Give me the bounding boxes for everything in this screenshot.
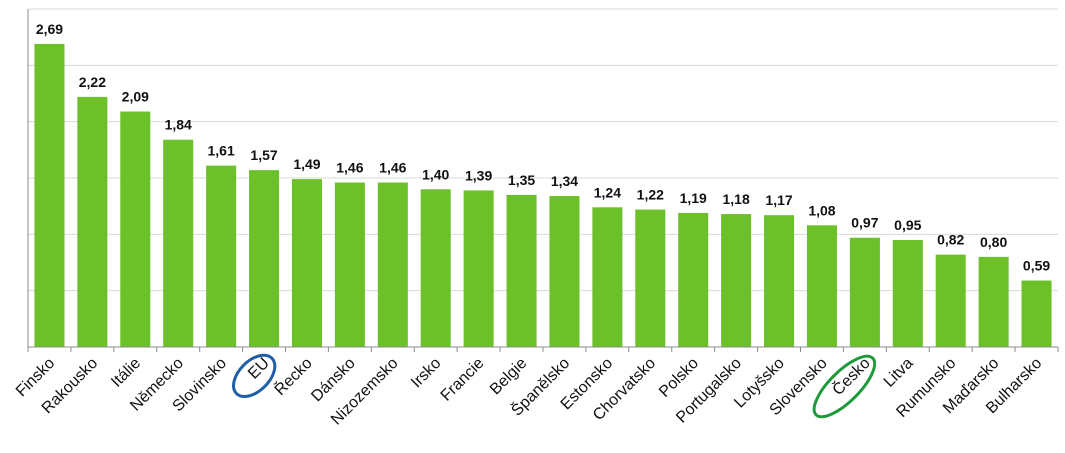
bar-24 [1021, 280, 1052, 347]
value-label: 1,46 [336, 160, 363, 176]
axes [27, 9, 1059, 352]
category-label: Litva [881, 355, 917, 391]
highlight-ellipse [232, 353, 277, 398]
bar-2 [77, 96, 108, 347]
value-label: 1,46 [379, 160, 406, 176]
category-label: Irsko [408, 355, 445, 392]
value-label: 0,82 [937, 232, 964, 248]
value-label: 0,97 [851, 215, 878, 231]
bar-5 [206, 165, 237, 347]
bar-12 [506, 194, 537, 347]
value-label: 2,69 [36, 21, 63, 37]
gridlines [28, 8, 1058, 292]
value-label: 1,84 [165, 117, 192, 133]
bar-19 [806, 225, 837, 347]
value-label: 1,40 [422, 166, 449, 182]
value-label: 1,39 [465, 167, 492, 183]
category-label: Itálie [108, 355, 144, 391]
bar-11 [463, 190, 494, 347]
value-label: 1,17 [765, 192, 792, 208]
bar-16 [678, 212, 709, 347]
value-label: 2,09 [122, 89, 149, 105]
bar-20 [849, 237, 880, 347]
value-label: 0,80 [980, 234, 1007, 250]
value-labels: 2,69 2,22 2,09 1,84 1,61 1,57 1,49 1,46 1,46 1,40… [36, 21, 1051, 274]
value-label: 0,59 [1023, 258, 1050, 274]
value-label: 1,49 [293, 156, 320, 172]
bar-17 [721, 214, 752, 347]
bar-22 [935, 254, 966, 347]
value-label: 1,08 [808, 202, 835, 218]
value-label: 1,35 [508, 172, 535, 188]
value-label: 1,19 [680, 190, 707, 206]
value-label: 2,22 [79, 74, 106, 90]
value-label: 0,95 [894, 217, 921, 233]
bar-21 [892, 239, 923, 347]
bar-13 [549, 196, 580, 347]
value-label: 1,24 [594, 184, 621, 200]
value-label: 1,34 [551, 173, 578, 189]
bar-15 [635, 209, 666, 347]
bar-7 [291, 179, 322, 347]
highlight-ellipse [812, 354, 877, 419]
highlight-markers [232, 353, 877, 419]
bar-4 [163, 139, 194, 347]
category-label: Francie [438, 355, 488, 405]
bar-9 [377, 182, 408, 347]
bar-6 [249, 170, 280, 347]
bar-14 [592, 207, 623, 347]
bar-10 [420, 189, 451, 347]
value-label: 1,22 [637, 187, 664, 203]
value-label: 1,57 [250, 147, 277, 163]
bar-1 [34, 43, 65, 347]
bar-3 [120, 111, 151, 347]
bar-23 [978, 256, 1009, 347]
value-label: 1,18 [723, 191, 750, 207]
bar-8 [334, 182, 365, 347]
bars [34, 43, 1052, 347]
bar-18 [764, 215, 795, 347]
value-label: 1,61 [208, 143, 235, 159]
